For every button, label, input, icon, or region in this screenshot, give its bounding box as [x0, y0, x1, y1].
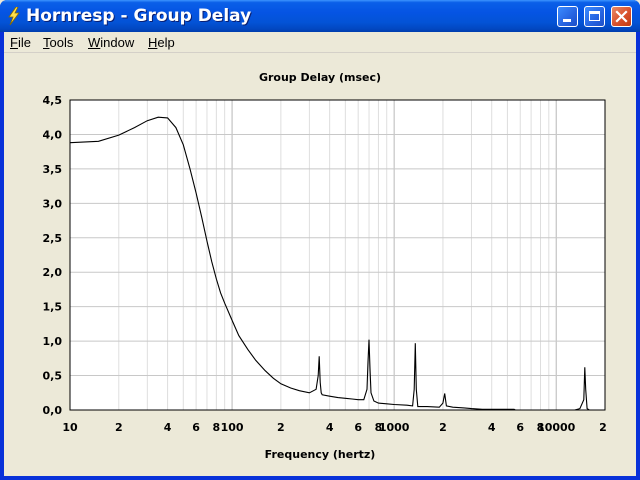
menu-help[interactable]: Help — [148, 35, 175, 50]
menu-tools[interactable]: Tools — [43, 35, 74, 50]
x-tick-label: 6 — [516, 421, 524, 434]
y-tick-label: 2,0 — [43, 266, 63, 279]
y-tick-label: 3,5 — [43, 163, 63, 176]
group-delay-chart: Group Delay (msec) 0,0 0,5 1,0 1,5 2,0 2,5 3,0… — [43, 71, 607, 461]
x-tick-label: 4 — [164, 421, 172, 434]
chart-title: Group Delay (msec) — [259, 71, 381, 84]
minimize-button[interactable] — [557, 6, 578, 27]
menu-window[interactable]: Window — [88, 35, 135, 50]
x-axis-label: Frequency (hertz) — [265, 448, 376, 461]
client-area: File Tools Window Help Group Delay (msec… — [4, 32, 636, 476]
x-tick-label: 1000 — [379, 421, 410, 434]
y-tick-label: 1,0 — [43, 335, 63, 348]
y-tick-label: 0,5 — [43, 370, 63, 383]
x-tick-label: 6 — [354, 421, 362, 434]
x-tick-label: 100 — [221, 421, 244, 434]
y-axis-ticks: 0,0 0,5 1,0 1,5 2,0 2,5 3,0 3,5 4,0 4,5 — [43, 94, 63, 417]
x-tick-label: 8 — [375, 421, 383, 434]
x-tick-label: 2 — [599, 421, 607, 434]
x-tick-label: 2 — [439, 421, 447, 434]
title-bar[interactable]: Hornresp - Group Delay — [0, 0, 640, 32]
y-tick-label: 0,0 — [43, 404, 63, 417]
plot-area — [69, 99, 606, 411]
close-icon — [615, 10, 628, 23]
y-tick-label: 2,5 — [43, 232, 63, 245]
maximize-icon — [589, 11, 600, 21]
y-tick-label: 4,0 — [43, 128, 63, 141]
x-tick-label: 6 — [192, 421, 200, 434]
x-tick-label: 4 — [326, 421, 334, 434]
plot-border — [69, 99, 606, 411]
y-tick-label: 4,5 — [43, 94, 63, 107]
menu-bar: File Tools Window Help — [4, 32, 636, 53]
x-tick-label: 4 — [488, 421, 496, 434]
x-tick-label: 10000 — [537, 421, 576, 434]
y-tick-label: 3,0 — [43, 197, 63, 210]
group-delay-line — [69, 116, 590, 411]
minimize-icon — [563, 19, 571, 22]
x-tick-label: 8 — [213, 421, 221, 434]
x-tick-label: 10 — [62, 421, 78, 434]
chart-panel: Group Delay (msec) 0,0 0,5 1,0 1,5 2,0 2,5 3,0… — [4, 53, 636, 476]
y-tick-label: 1,5 — [43, 301, 63, 314]
x-tick-label: 2 — [277, 421, 285, 434]
maximize-button[interactable] — [584, 6, 605, 27]
window-title: Hornresp - Group Delay — [26, 6, 252, 26]
lightning-bolt-icon — [8, 7, 20, 25]
close-button[interactable] — [611, 6, 632, 27]
x-tick-label: 8 — [537, 421, 545, 434]
x-tick-label: 2 — [115, 421, 123, 434]
menu-file[interactable]: File — [10, 35, 31, 50]
